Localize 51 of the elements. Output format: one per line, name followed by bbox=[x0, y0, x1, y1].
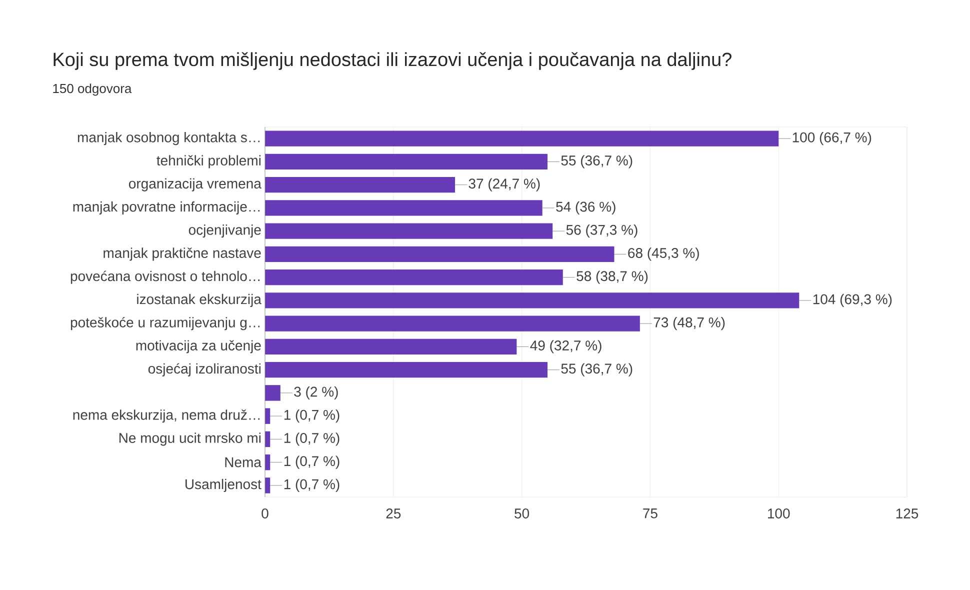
chart-title: Koji su prema tvom mišljenju nedostaci ili izazovi učenja i poučavanja na daljinu? bbox=[54, 52, 732, 70]
data-label: 56 (37,3 %) bbox=[566, 224, 638, 238]
bar bbox=[265, 338, 517, 355]
x-tick-label: 125 bbox=[896, 508, 918, 518]
data-label: 1 (0,7 %) bbox=[284, 410, 340, 423]
y-tick-label: manjak povratne informacije… bbox=[73, 201, 260, 214]
bar bbox=[265, 176, 456, 193]
bar bbox=[265, 130, 779, 146]
data-label: 49 (32,7 %) bbox=[530, 340, 602, 354]
x-tick-label: 25 bbox=[386, 508, 401, 518]
y-tick-label: ocjenjivanje bbox=[188, 224, 261, 238]
y-tick-label: manjak praktične nastave bbox=[104, 248, 261, 261]
bar bbox=[265, 246, 614, 262]
data-label: 58 (38,7 %) bbox=[576, 270, 648, 284]
y-tick-label: manjak osobnog kontakta s… bbox=[78, 132, 260, 146]
bar bbox=[265, 200, 542, 216]
data-label: 37 (24,7 %) bbox=[468, 178, 540, 192]
bar bbox=[265, 316, 640, 332]
data-label: 100 (66,7 %) bbox=[792, 132, 872, 146]
x-tick-label: 50 bbox=[514, 508, 530, 518]
bar bbox=[265, 223, 553, 239]
text: 150 odgovora bbox=[53, 84, 132, 96]
bar bbox=[265, 154, 548, 170]
x-tick-label: 100 bbox=[768, 508, 790, 518]
data-label: 1 (0,7 %) bbox=[284, 432, 340, 446]
data-label: 54 (36 %) bbox=[556, 201, 616, 214]
x-tick-label: 0 bbox=[262, 508, 268, 518]
bar bbox=[265, 362, 548, 378]
y-tick-label: povećana ovisnost o tehnolo… bbox=[70, 270, 260, 284]
y-tick-label: tehnički problemi bbox=[156, 155, 260, 168]
y-tick-label: Usamljenost bbox=[186, 478, 262, 492]
y-tick-label: poteškoće u razumijevanju g… bbox=[70, 316, 260, 330]
y-tick-label: Nema bbox=[225, 457, 262, 468]
bar bbox=[265, 269, 563, 286]
y-tick-label: izostanak ekskurzija bbox=[137, 294, 262, 307]
data-label: 55 (36,7 %) bbox=[561, 363, 632, 376]
data-label: 104 (69,3 %) bbox=[813, 294, 892, 307]
data-label: 1 (0,7 %) bbox=[284, 456, 340, 469]
y-tick-label: nema ekskurzija, nema druž… bbox=[73, 410, 260, 423]
y-tick-label: motivacija za učenje bbox=[136, 340, 261, 354]
y-tick-label: osjećaj izoliranosti bbox=[148, 363, 260, 376]
data-label: 1 (0,7 %) bbox=[284, 478, 340, 492]
bar bbox=[265, 292, 800, 308]
x-tick-label: 75 bbox=[643, 508, 658, 518]
data-label: 73 (48,7 %) bbox=[654, 317, 725, 330]
data-label: 3 (2 %) bbox=[294, 386, 338, 400]
bar bbox=[265, 385, 280, 401]
data-label: 68 (45,3 %) bbox=[628, 248, 699, 261]
y-tick-label: organizacija vremena bbox=[128, 178, 262, 192]
data-label: 55 (36,7 %) bbox=[561, 155, 632, 168]
y-tick-label: Ne mogu ucit mrsko mi bbox=[119, 432, 260, 446]
